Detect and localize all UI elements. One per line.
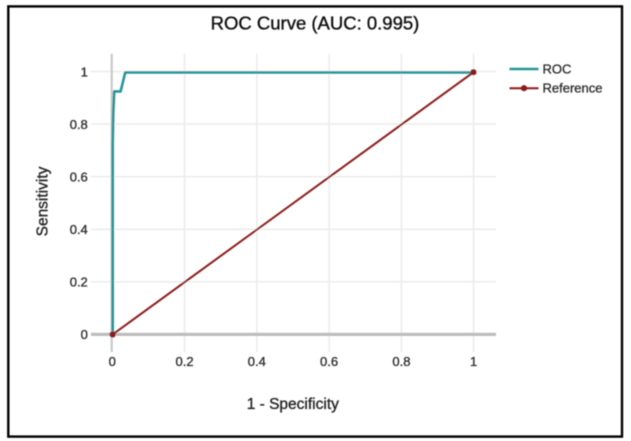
svg-text:1: 1 [470,354,477,369]
svg-text:1: 1 [81,64,88,79]
svg-text:Reference: Reference [543,81,603,96]
svg-text:Sensitivity: Sensitivity [34,166,51,236]
svg-text:0.6: 0.6 [70,169,88,184]
svg-text:0.4: 0.4 [70,222,88,237]
svg-text:ROC: ROC [543,62,572,77]
svg-text:0.4: 0.4 [248,354,266,369]
svg-text:0.2: 0.2 [70,275,88,290]
svg-text:0: 0 [81,327,88,342]
svg-text:0.6: 0.6 [320,354,338,369]
svg-text:0.2: 0.2 [176,354,194,369]
svg-text:0.8: 0.8 [392,354,410,369]
svg-text:0: 0 [109,354,116,369]
svg-text:ROC Curve (AUC: 0.995): ROC Curve (AUC: 0.995) [211,13,420,34]
svg-text:0.8: 0.8 [70,117,88,132]
svg-text:1 - Specificity: 1 - Specificity [247,396,339,413]
